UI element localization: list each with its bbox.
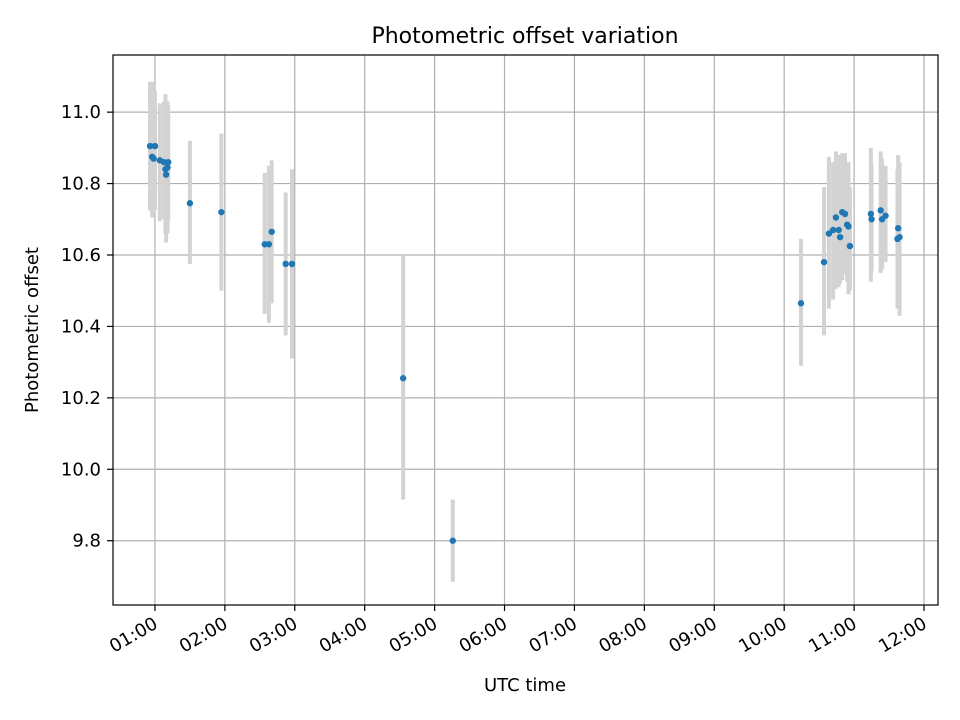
x-axis-label: UTC time <box>484 675 566 696</box>
y-axis-label: Photometric offset <box>22 247 43 413</box>
data-point <box>845 223 852 230</box>
data-point <box>846 242 854 250</box>
data-point <box>165 158 172 166</box>
y-tick-label: 10.4 <box>61 316 101 337</box>
data-points <box>146 142 903 544</box>
data-point <box>218 208 225 216</box>
plot-frame <box>112 54 939 606</box>
data-point <box>882 212 889 219</box>
y-axis-ticks: 9.8 10.0 10.2 10.4 10.6 10.8 11.0 <box>61 102 113 552</box>
y-tick-label: 11.0 <box>61 102 101 123</box>
y-tick-label: 9.8 <box>72 531 101 552</box>
y-tick-label: 10.6 <box>61 245 101 266</box>
y-tick-label: 10.2 <box>61 388 101 409</box>
data-point <box>151 142 159 150</box>
data-point <box>162 171 170 178</box>
data-point <box>829 226 837 234</box>
data-point <box>288 260 296 268</box>
data-point <box>797 300 805 307</box>
data-point <box>186 200 194 207</box>
data-point <box>877 207 884 214</box>
chart-title: Photometric offset variation <box>371 24 678 49</box>
data-point <box>836 233 844 241</box>
data-point <box>896 233 903 241</box>
data-point <box>820 258 828 266</box>
data-point <box>164 164 171 171</box>
y-tick-label: 10.0 <box>61 459 101 480</box>
data-point <box>265 241 273 248</box>
data-point <box>282 260 289 268</box>
data-point <box>150 155 157 162</box>
data-point <box>894 225 902 232</box>
data-point <box>841 210 849 218</box>
data-point <box>868 216 875 223</box>
data-point <box>399 375 407 382</box>
grid <box>113 55 938 605</box>
data-point <box>449 537 456 544</box>
y-tick-label: 10.8 <box>61 174 101 195</box>
data-point <box>832 214 840 221</box>
data-point <box>867 210 875 218</box>
data-point <box>835 226 842 234</box>
data-point <box>146 142 154 150</box>
data-point <box>268 228 275 235</box>
data-point <box>825 230 833 237</box>
